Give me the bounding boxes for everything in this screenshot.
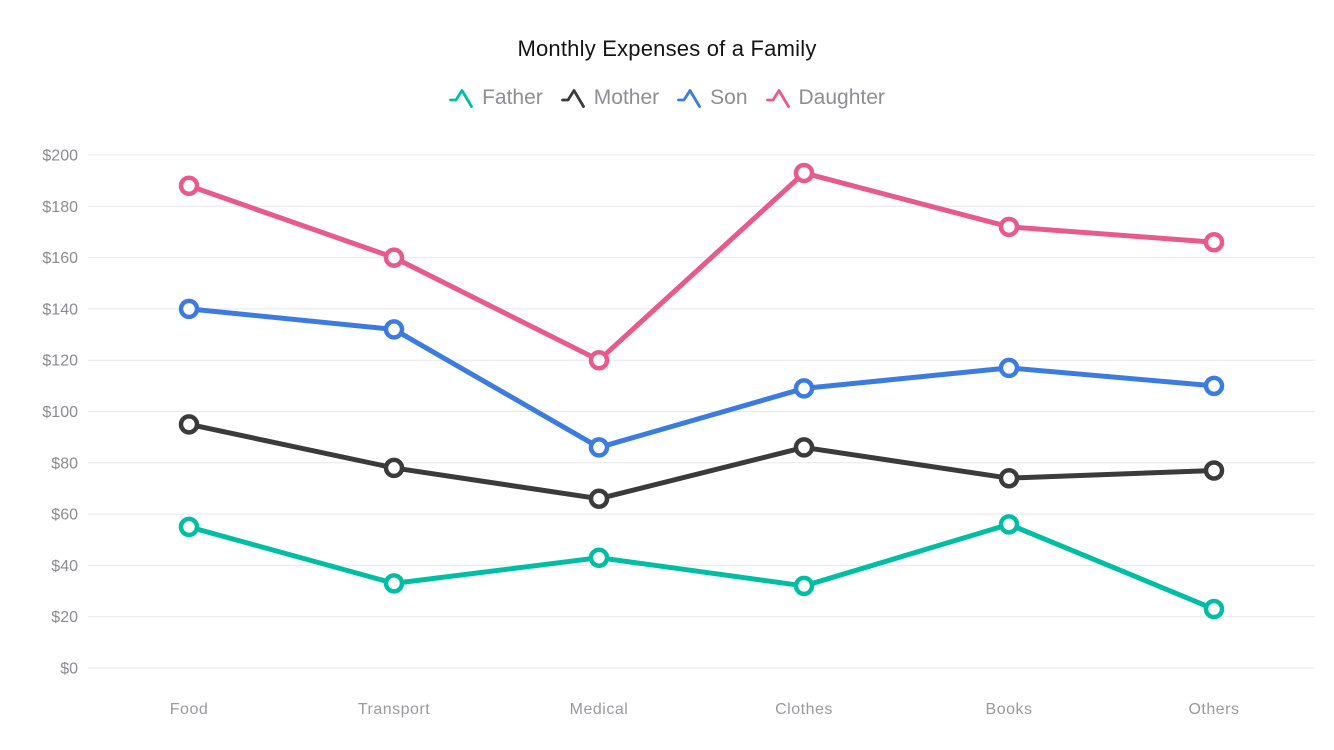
x-axis-category-label: Books [986, 701, 1033, 718]
y-axis-tick-label: $120 [42, 353, 78, 370]
series-line-son [186, 306, 1217, 450]
y-axis-tick-label: $0 [60, 661, 78, 678]
data-point-son-others[interactable] [1203, 375, 1225, 397]
legend-label: Son [710, 86, 748, 109]
y-axis-tick-label: $20 [51, 609, 78, 626]
data-point-mother-food[interactable] [178, 414, 200, 435]
legend-label: Daughter [798, 86, 885, 109]
data-point-father-transport[interactable] [383, 573, 405, 594]
y-axis-tick-label: $140 [42, 301, 78, 318]
y-axis-tick-label: $80 [51, 455, 78, 472]
data-point-son-books[interactable] [998, 357, 1020, 379]
data-point-father-medical[interactable] [588, 547, 610, 568]
y-axis-tick-label: $160 [42, 250, 78, 267]
data-point-mother-medical[interactable] [588, 488, 610, 509]
legend-item-son[interactable]: Son [677, 86, 748, 110]
y-axis-tick-label: $200 [42, 148, 78, 165]
legend-item-daughter[interactable]: Daughter [765, 86, 885, 110]
legend-item-mother[interactable]: Mother [560, 86, 660, 110]
series-line-father [186, 521, 1217, 612]
y-axis-tick-label: $60 [51, 507, 78, 524]
legend-label: Mother [593, 86, 660, 109]
x-axis-category-label: Medical [570, 701, 629, 718]
data-point-mother-others[interactable] [1203, 460, 1225, 481]
legend-line-icon [449, 88, 473, 108]
data-point-father-clothes[interactable] [793, 575, 815, 597]
series-line-daughter [186, 170, 1217, 363]
x-axis-category-label: Clothes [775, 701, 833, 718]
data-point-father-others[interactable] [1203, 598, 1225, 620]
data-point-son-clothes[interactable] [793, 378, 815, 399]
data-point-mother-clothes[interactable] [793, 437, 815, 458]
data-point-daughter-clothes[interactable] [793, 162, 815, 184]
x-axis-category-label: Transport [358, 701, 430, 718]
series-line-mother [186, 421, 1217, 502]
data-point-daughter-books[interactable] [998, 216, 1020, 238]
data-point-mother-books[interactable] [998, 467, 1020, 489]
y-axis-tick-label: $100 [42, 404, 78, 421]
data-point-son-medical[interactable] [588, 437, 610, 458]
data-point-father-books[interactable] [998, 514, 1020, 535]
data-point-daughter-others[interactable] [1203, 231, 1225, 253]
legend-line-icon [677, 88, 702, 108]
legend-line-icon [765, 88, 790, 108]
legend-line-icon [560, 88, 585, 108]
data-point-son-food[interactable] [178, 298, 200, 320]
data-point-daughter-transport[interactable] [383, 247, 405, 268]
legend-item-father[interactable]: Father [449, 86, 543, 110]
data-point-daughter-medical[interactable] [588, 349, 610, 371]
legend-label: Father [482, 86, 543, 109]
x-axis-category-label: Others [1188, 701, 1239, 718]
y-axis-tick-label: $40 [51, 558, 78, 575]
data-point-father-food[interactable] [178, 516, 200, 538]
x-axis-category-label: Food [170, 701, 208, 718]
y-axis-tick-label: $180 [42, 199, 78, 216]
data-point-son-transport[interactable] [383, 319, 405, 340]
data-point-daughter-food[interactable] [178, 175, 200, 197]
chart-title: Monthly Expenses of a Family [517, 36, 817, 61]
chart-legend: Father Mother Son Daughter [0, 86, 1334, 110]
data-point-mother-transport[interactable] [383, 457, 405, 479]
